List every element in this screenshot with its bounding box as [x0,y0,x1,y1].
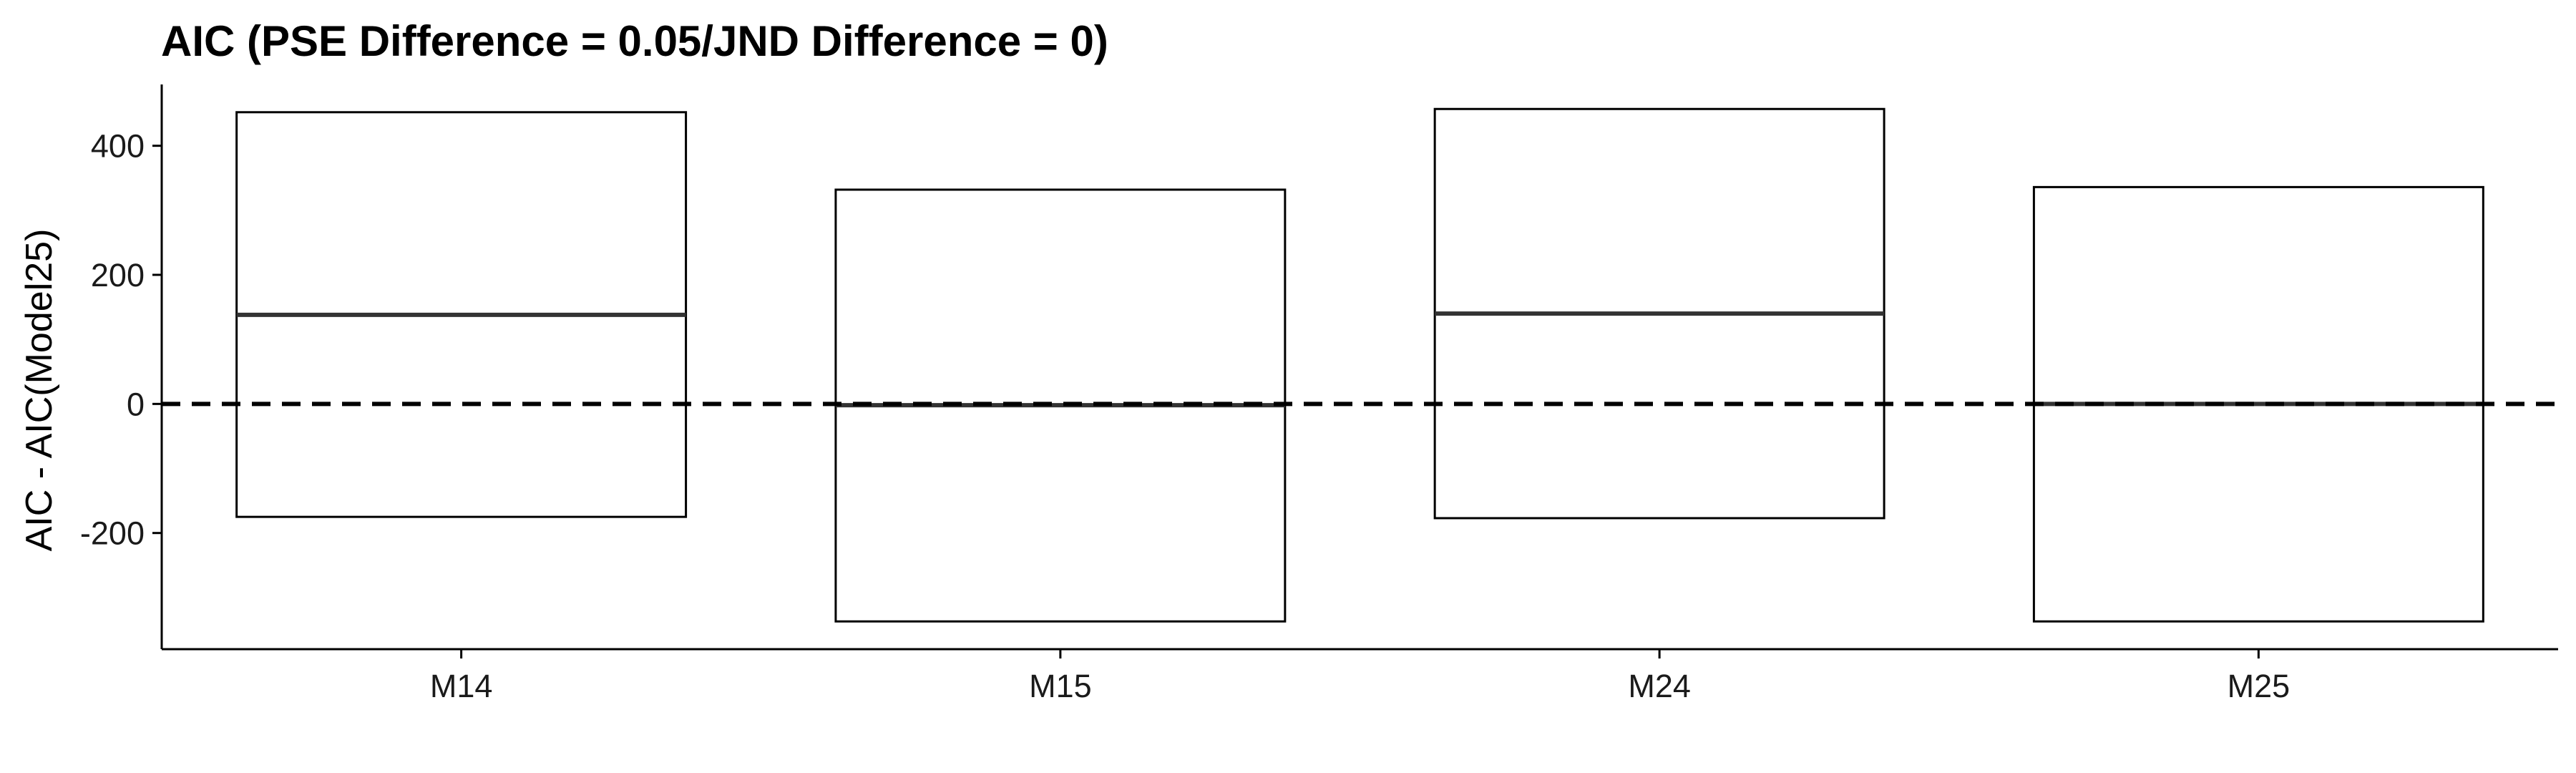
box-m25 [2032,185,2484,623]
y-axis-title: AIC - AIC(Model25) [19,229,60,552]
x-tick-label-m25: M25 [2228,668,2290,704]
y-tick-label: -200 [80,515,145,552]
box-m15 [834,188,1287,623]
chart-title: AIC (PSE Difference = 0.05/JND Differenc… [161,17,1108,65]
y-tick-label: 200 [91,257,145,293]
x-tick-label-m15: M15 [1029,668,1092,704]
x-tick-label-m14: M14 [430,668,493,704]
x-tick-label-m24: M24 [1628,668,1691,704]
y-tick-label: 400 [91,128,145,165]
box-m14 [235,111,688,518]
x-axis-ticks: M14 M15 M24 M25 [430,649,2290,704]
boxes-layer [235,107,2484,623]
y-axis-ticks: -200 0 200 400 [80,128,162,552]
box-m24 [1433,107,1885,520]
y-tick-label: 0 [127,386,145,422]
